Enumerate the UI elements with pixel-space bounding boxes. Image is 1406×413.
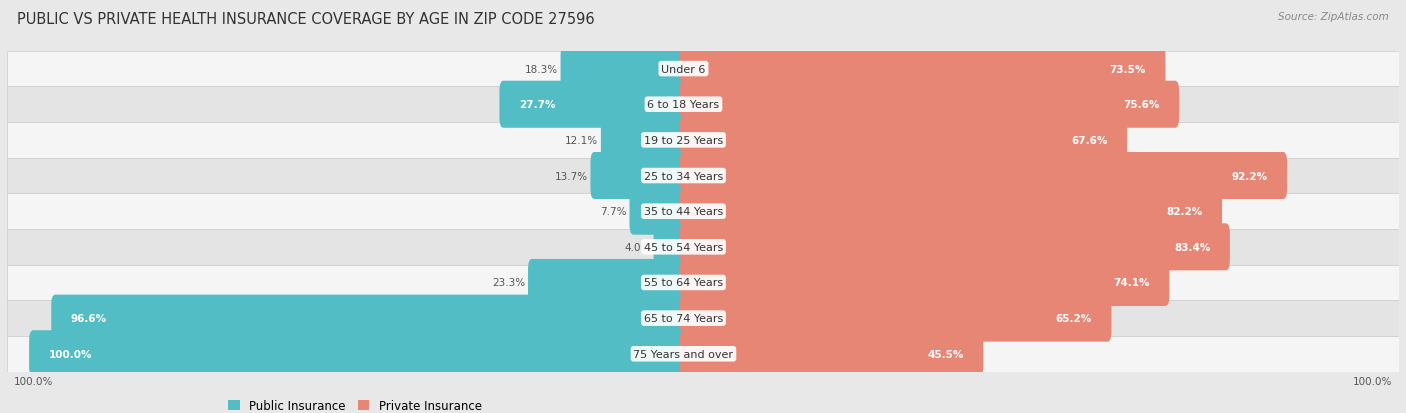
Text: 19 to 25 Years: 19 to 25 Years (644, 135, 723, 145)
FancyBboxPatch shape (630, 188, 688, 235)
FancyBboxPatch shape (654, 224, 688, 271)
Text: 65.2%: 65.2% (1056, 313, 1092, 323)
Text: 18.3%: 18.3% (524, 64, 558, 74)
FancyBboxPatch shape (679, 295, 1112, 342)
Text: Under 6: Under 6 (661, 64, 706, 74)
Text: 45.5%: 45.5% (928, 349, 965, 359)
Text: 6 to 18 Years: 6 to 18 Years (647, 100, 720, 110)
FancyBboxPatch shape (679, 188, 1222, 235)
Text: 83.4%: 83.4% (1174, 242, 1211, 252)
Text: 65 to 74 Years: 65 to 74 Years (644, 313, 723, 323)
FancyBboxPatch shape (679, 259, 1170, 306)
Text: 75 Years and over: 75 Years and over (634, 349, 734, 359)
Text: 55 to 64 Years: 55 to 64 Years (644, 278, 723, 288)
Text: 74.1%: 74.1% (1114, 278, 1150, 288)
Text: 45 to 54 Years: 45 to 54 Years (644, 242, 723, 252)
Text: PUBLIC VS PRIVATE HEALTH INSURANCE COVERAGE BY AGE IN ZIP CODE 27596: PUBLIC VS PRIVATE HEALTH INSURANCE COVER… (17, 12, 595, 27)
Text: 100.0%: 100.0% (1353, 376, 1392, 386)
FancyBboxPatch shape (679, 153, 1286, 199)
Text: 100.0%: 100.0% (49, 349, 93, 359)
Text: 7.7%: 7.7% (600, 206, 627, 217)
Text: 25 to 34 Years: 25 to 34 Years (644, 171, 723, 181)
FancyBboxPatch shape (600, 117, 688, 164)
FancyBboxPatch shape (679, 46, 1166, 93)
Text: 4.0%: 4.0% (624, 242, 651, 252)
Text: Source: ZipAtlas.com: Source: ZipAtlas.com (1278, 12, 1389, 22)
FancyBboxPatch shape (679, 330, 983, 377)
Text: 73.5%: 73.5% (1109, 64, 1146, 74)
Bar (7, 265, 1399, 301)
Text: 27.7%: 27.7% (519, 100, 555, 110)
Text: 96.6%: 96.6% (70, 313, 107, 323)
FancyBboxPatch shape (51, 295, 688, 342)
Text: 13.7%: 13.7% (555, 171, 588, 181)
FancyBboxPatch shape (679, 117, 1128, 164)
Bar (7, 194, 1399, 230)
FancyBboxPatch shape (679, 224, 1230, 271)
FancyBboxPatch shape (679, 81, 1180, 128)
Text: 67.6%: 67.6% (1071, 135, 1108, 145)
Bar (7, 230, 1399, 265)
Text: 23.3%: 23.3% (492, 278, 526, 288)
Text: 82.2%: 82.2% (1167, 206, 1202, 217)
Text: 35 to 44 Years: 35 to 44 Years (644, 206, 723, 217)
FancyBboxPatch shape (529, 259, 688, 306)
Bar (7, 158, 1399, 194)
Bar (7, 336, 1399, 372)
Legend: Public Insurance, Private Insurance: Public Insurance, Private Insurance (224, 395, 486, 413)
Bar (7, 87, 1399, 123)
Text: 100.0%: 100.0% (14, 376, 53, 386)
Bar (7, 52, 1399, 87)
FancyBboxPatch shape (591, 153, 688, 199)
FancyBboxPatch shape (30, 330, 688, 377)
FancyBboxPatch shape (499, 81, 688, 128)
Text: 75.6%: 75.6% (1123, 100, 1160, 110)
Text: 92.2%: 92.2% (1232, 171, 1268, 181)
Text: 12.1%: 12.1% (565, 135, 599, 145)
FancyBboxPatch shape (561, 46, 688, 93)
Bar (7, 123, 1399, 158)
Bar (7, 301, 1399, 336)
